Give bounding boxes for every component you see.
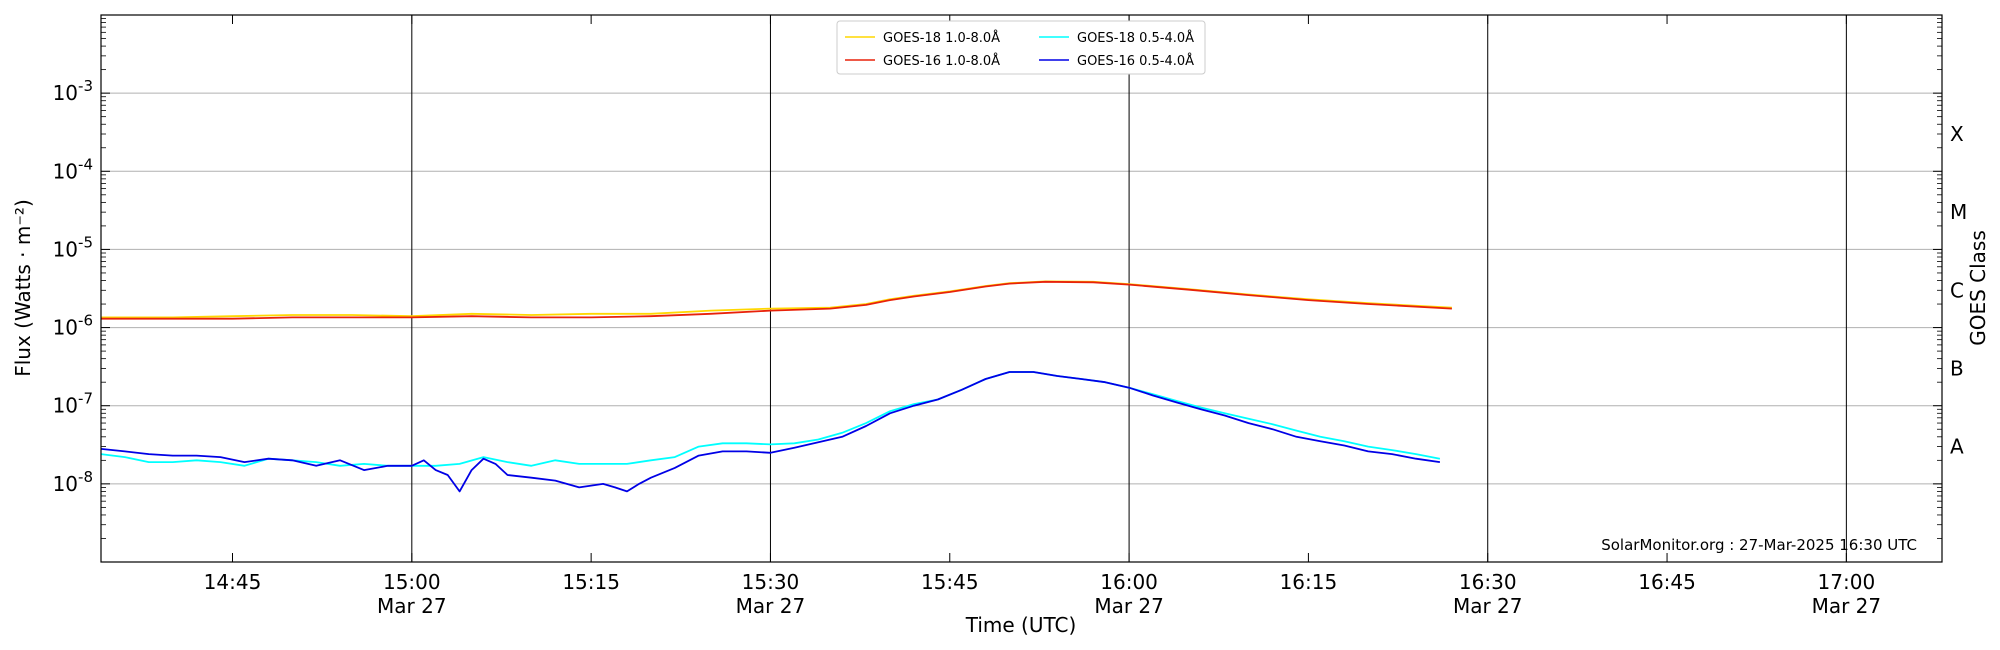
goes-class-label: A bbox=[1950, 435, 1964, 459]
goes-class-label: B bbox=[1950, 356, 1964, 380]
x-tick-date-label: Mar 27 bbox=[1812, 594, 1882, 618]
x-tick-label: 16:00 bbox=[1100, 570, 1158, 594]
series-line bbox=[100, 371, 1441, 493]
legend-label: GOES-18 0.5-4.0Å bbox=[1077, 30, 1194, 46]
y-tick-label: 10-6 bbox=[53, 312, 93, 340]
credit-text: SolarMonitor.org : 27-Mar-2025 16:30 UTC bbox=[1601, 536, 1917, 554]
legend: GOES-18 1.0-8.0Å GOES-18 0.5-4.0Å GOES-16 … bbox=[836, 20, 1206, 75]
legend-box bbox=[836, 20, 1206, 75]
x-tick-date-label: Mar 27 bbox=[736, 594, 806, 618]
x-tick-label: 17:00 bbox=[1818, 570, 1876, 594]
legend-entries: GOES-18 1.0-8.0Å GOES-18 0.5-4.0Å GOES-16 … bbox=[845, 30, 1194, 69]
x-axis-label: Time (UTC) bbox=[965, 613, 1077, 637]
x-tick-label: 14:45 bbox=[204, 570, 262, 594]
y2-axis-label: GOES Class bbox=[1966, 230, 1990, 346]
y-tick-label: 10-8 bbox=[53, 468, 93, 496]
x-tick-label: 15:15 bbox=[562, 570, 620, 594]
legend-label: GOES-16 1.0-8.0Å bbox=[883, 53, 1000, 69]
x-tick-label: 16:15 bbox=[1280, 570, 1338, 594]
data-series bbox=[100, 280, 1452, 493]
y-tick-label: 10-3 bbox=[53, 77, 93, 105]
plot-frame bbox=[100, 14, 1943, 563]
x-tick-label: 15:45 bbox=[921, 570, 979, 594]
y-axis-label: Flux (Watts · m⁻²) bbox=[11, 199, 35, 377]
series-line bbox=[101, 280, 1452, 319]
x-tick-date-label: Mar 27 bbox=[1094, 594, 1164, 618]
y-tick-label: 10-5 bbox=[53, 233, 93, 261]
x-tick-date-label: Mar 27 bbox=[377, 594, 447, 618]
x-tick-label: 15:00 bbox=[383, 570, 441, 594]
y-tick-label: 10-7 bbox=[53, 390, 93, 418]
axis-ticks bbox=[101, 15, 1942, 562]
legend-label: GOES-16 0.5-4.0Å bbox=[1077, 53, 1194, 69]
grid-lines bbox=[101, 92, 1942, 485]
legend-label: GOES-18 1.0-8.0Å bbox=[883, 30, 1000, 46]
goes-class-label: C bbox=[1950, 278, 1964, 302]
x-tick-date-label: Mar 27 bbox=[1453, 594, 1523, 618]
y-tick-label: 10-4 bbox=[53, 155, 93, 183]
x-tick-label: 16:30 bbox=[1459, 570, 1517, 594]
x-tick-label: 16:45 bbox=[1638, 570, 1696, 594]
x-tick-label: 15:30 bbox=[742, 570, 800, 594]
day-boundary-lines bbox=[411, 15, 1847, 562]
goes-class-label: M bbox=[1950, 200, 1967, 224]
series-line bbox=[101, 280, 1452, 320]
goes-class-label: X bbox=[1950, 122, 1964, 146]
